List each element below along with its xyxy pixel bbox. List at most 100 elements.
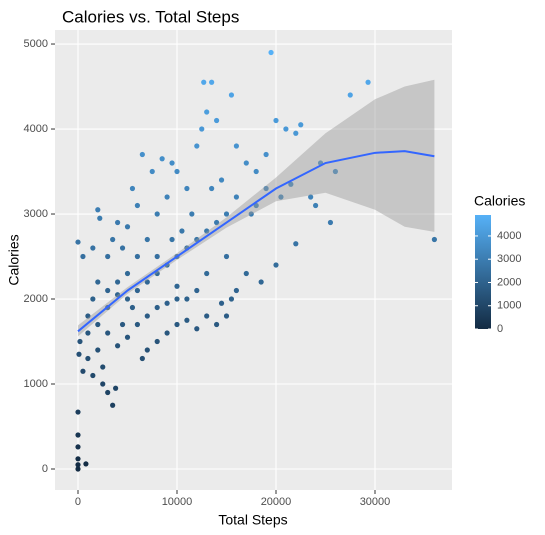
point [75, 239, 81, 245]
point [194, 143, 200, 149]
point [201, 79, 207, 85]
point [124, 270, 131, 277]
point [144, 347, 150, 353]
legend-title: Calories [474, 193, 525, 209]
point [154, 304, 160, 311]
x-tick-label: 20000 [261, 496, 292, 508]
point [347, 92, 353, 98]
point [223, 313, 230, 319]
point [124, 224, 131, 230]
chart-title: Calories vs. Total Steps [62, 7, 239, 26]
point [431, 236, 437, 243]
point [159, 156, 165, 162]
point [154, 253, 160, 260]
point [154, 338, 160, 345]
point [139, 151, 145, 158]
point [228, 296, 235, 302]
point [223, 253, 230, 260]
point [174, 168, 180, 175]
point [263, 151, 269, 158]
x-tick-label: 0 [75, 496, 81, 508]
smooth-line [77, 150, 435, 333]
point [218, 300, 225, 306]
point [144, 236, 150, 243]
point [184, 317, 190, 323]
y-tick-label: 4000 [24, 123, 48, 135]
point [100, 364, 106, 370]
point [204, 109, 210, 115]
point [85, 313, 91, 319]
point [248, 211, 254, 217]
point [179, 228, 185, 234]
point [144, 279, 150, 285]
point [164, 194, 170, 200]
point [243, 160, 249, 166]
point [194, 326, 200, 332]
point [105, 253, 111, 260]
point [76, 351, 82, 357]
point [327, 219, 334, 226]
legend-label: 3000 [497, 253, 521, 265]
point [90, 245, 96, 251]
point [293, 130, 299, 136]
legend-label: 1000 [497, 300, 521, 312]
point [174, 321, 180, 328]
point [97, 215, 103, 221]
point [233, 143, 239, 149]
point [189, 211, 195, 217]
point [228, 92, 235, 98]
point [129, 185, 136, 192]
y-tick-label: 5000 [24, 38, 48, 50]
legend-label: 0 [497, 323, 503, 335]
point [213, 117, 220, 124]
point [75, 432, 81, 438]
point [209, 185, 215, 192]
point [199, 126, 205, 132]
point [95, 321, 101, 328]
point [139, 355, 145, 362]
y-tick-label: 1000 [24, 378, 48, 390]
point [95, 207, 101, 213]
point [75, 456, 81, 462]
point [243, 270, 249, 277]
x-axis-label: Total Steps [218, 512, 287, 528]
y-tick-label: 0 [42, 463, 48, 475]
point [233, 194, 239, 200]
point [134, 202, 140, 209]
point [184, 185, 190, 192]
point [365, 79, 371, 85]
point [113, 385, 119, 391]
y-tick-label: 3000 [24, 208, 48, 220]
point [312, 202, 319, 209]
point [110, 402, 116, 408]
x-tick-label: 10000 [162, 496, 193, 508]
point [134, 253, 140, 260]
point [114, 279, 121, 285]
point [85, 330, 91, 336]
point [75, 466, 81, 472]
point [83, 461, 89, 467]
point [253, 168, 259, 175]
point [204, 313, 210, 319]
point [114, 219, 121, 226]
point [124, 296, 131, 302]
point [308, 194, 314, 200]
point [95, 279, 101, 285]
point [119, 321, 126, 328]
point [258, 279, 264, 285]
point [75, 409, 81, 415]
point [124, 334, 131, 340]
point [85, 355, 91, 362]
point [332, 168, 338, 175]
point [95, 347, 101, 353]
point [184, 296, 190, 302]
point [75, 462, 81, 468]
legend-label: 4000 [497, 230, 521, 242]
point [75, 444, 81, 450]
point [278, 194, 284, 200]
point [213, 219, 220, 226]
point [114, 343, 121, 349]
y-axis-label: Calories [6, 234, 22, 285]
x-tick-label: 30000 [360, 496, 391, 508]
